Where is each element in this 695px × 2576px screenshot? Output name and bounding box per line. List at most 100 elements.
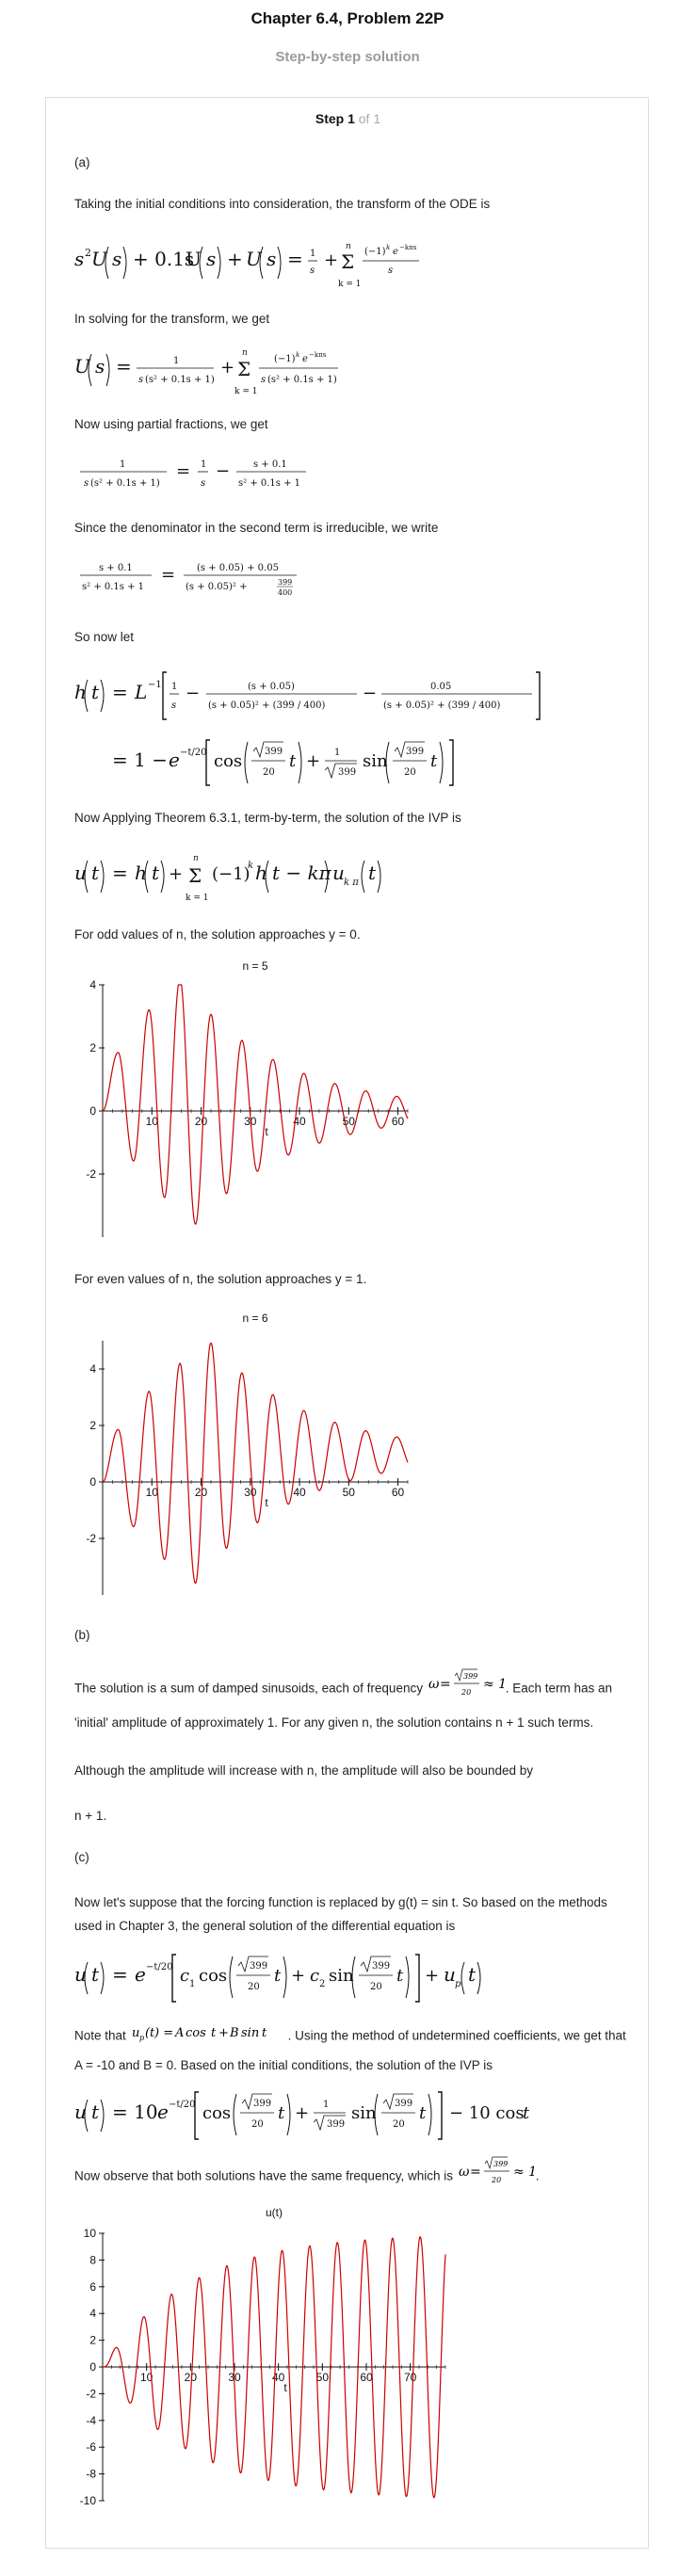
svg-text:u: u (444, 1963, 456, 1986)
svg-text:p: p (139, 2034, 144, 2042)
svg-text:20: 20 (370, 1982, 382, 1992)
svg-text:t: t (278, 2103, 285, 2123)
x-tick-label: 50 (343, 1486, 356, 1499)
svg-text:1: 1 (173, 356, 179, 366)
svg-text:−kπs: −kπs (309, 351, 327, 359)
svg-text:1: 1 (323, 2100, 329, 2110)
svg-text:=: = (287, 248, 303, 270)
svg-text:(s + 0.05): (s + 0.05) (248, 682, 295, 692)
svg-text:399: 399 (463, 1672, 477, 1681)
particular-solution-formula: u p ( t ) = A cos t + B sin t (132, 2021, 286, 2053)
paragraph-same-frequency: Now observe that both solutions have the… (74, 2156, 630, 2198)
x-tick-label: 30 (244, 1486, 257, 1499)
svg-text:s² + 0.1s + 1: s² + 0.1s + 1 (82, 582, 144, 592)
same-frequency-text-start: Now observe that both solutions have the… (74, 2168, 453, 2183)
svg-text:t: t (396, 1966, 404, 1986)
svg-text:+: + (218, 2026, 229, 2040)
part-c-label: (c) (74, 1850, 89, 1864)
step-label: Step 1 (315, 111, 355, 126)
svg-text:t: t (91, 861, 100, 884)
svg-text:20: 20 (251, 2119, 264, 2130)
svg-text:=: = (112, 1963, 128, 1986)
svg-text:t: t (91, 2101, 100, 2123)
x-tick-label: 60 (392, 1486, 405, 1499)
svg-text:20: 20 (248, 1982, 260, 1992)
svg-text:+: + (227, 248, 243, 270)
svg-text:s: s (388, 266, 393, 276)
equation-complete-square: s + 0.1 s² + 0.1s + 1 = (s + 0.05) + 0.0… (74, 542, 470, 612)
svg-text:ω: ω (459, 2165, 470, 2180)
svg-text:n: n (242, 348, 248, 358)
svg-text:399: 399 (338, 767, 356, 778)
svg-text:=: = (112, 861, 128, 884)
svg-text:t: t (430, 751, 438, 771)
svg-text:399: 399 (493, 2160, 508, 2168)
svg-text:sin: sin (241, 2026, 259, 2040)
x-tick-label: 70 (404, 2371, 417, 2384)
svg-text:s: s (112, 248, 121, 270)
svg-text:cos: cos (199, 1966, 227, 1986)
svg-text:399: 399 (253, 2099, 271, 2109)
svg-text:− 10 cos: − 10 cos (449, 2103, 525, 2123)
y-tick-label: 0 (89, 2360, 96, 2374)
svg-text:=: = (116, 355, 132, 378)
paragraph-even-n: For even values of n, the solution appro… (74, 1272, 367, 1286)
note-text-start: Note that (74, 2028, 126, 2043)
svg-text:p: p (455, 1979, 461, 1989)
note-text-end: . Using the method of undetermined coeff… (74, 2028, 626, 2072)
svg-text:+: + (169, 864, 183, 884)
svg-text:1: 1 (310, 249, 315, 259)
equation-u-of-s: U s = 1 s (s² + 0.1s + 1) + n Σ k = 1 (−… (74, 335, 470, 405)
equation-u-of-t-sum: u t = h t + n Σ k = 1 (−1) k h t − kπ u … (74, 842, 470, 913)
step-count: of 1 (358, 111, 381, 126)
svg-text:u: u (332, 861, 345, 884)
equation-partial-fractions: 1 s (s² + 0.1s + 1) = 1 s − s + 0.1 s² +… (74, 439, 470, 508)
svg-text:t: t (262, 2026, 267, 2040)
svg-text:Σ: Σ (341, 250, 354, 273)
svg-text:20: 20 (263, 767, 275, 778)
svg-text:t: t (274, 1966, 282, 1986)
svg-text:≈ 1: ≈ 1 (483, 1677, 504, 1692)
svg-text:t − kπ: t − kπ (272, 861, 332, 884)
svg-text:t: t (468, 1963, 477, 1986)
svg-text:=: = (176, 461, 190, 481)
equation-general-solution: u t = e −t/20 c 1 cos 399 20 t + c 2 sin… (74, 1943, 564, 2013)
svg-text:(s + 0.05)² + (399 / 400): (s + 0.05)² + (399 / 400) (383, 700, 500, 711)
svg-text:+: + (220, 358, 234, 378)
series-line (102, 1342, 409, 1585)
svg-text:s: s (201, 478, 205, 489)
x-tick-label: 10 (146, 1486, 159, 1499)
y-tick-label: -8 (86, 2468, 96, 2481)
svg-text:s: s (84, 478, 89, 489)
svg-text:(s + 0.05) + 0.05: (s + 0.05) + 0.05 (197, 563, 279, 573)
svg-text:Σ: Σ (188, 864, 202, 887)
paragraph-frequency: The solution is a sum of damped sinusoid… (74, 1668, 630, 1735)
svg-text:n: n (346, 242, 351, 251)
series-line (102, 984, 409, 1225)
svg-text:1: 1 (189, 1979, 195, 1989)
svg-text:20: 20 (393, 2119, 405, 2130)
svg-text:+: + (324, 250, 338, 270)
svg-text:cos: cos (186, 2026, 206, 2040)
chart-title: u(t) (266, 2206, 283, 2219)
svg-text:) =: ) = (154, 2026, 173, 2040)
svg-text:k: k (296, 351, 299, 359)
part-b-label: (b) (74, 1628, 90, 1642)
svg-text:B: B (229, 2026, 239, 2040)
svg-text:−t/20: −t/20 (169, 2100, 196, 2110)
svg-text:s: s (310, 266, 315, 276)
same-frequency-text-end: . (535, 2168, 540, 2183)
y-tick-label: 10 (84, 2227, 97, 2240)
svg-text:k = 1: k = 1 (234, 387, 257, 396)
svg-text:=: = (440, 1677, 451, 1692)
page-title: Chapter 6.4, Problem 22P (251, 9, 444, 27)
svg-text:k = 1: k = 1 (186, 894, 208, 903)
x-tick-label: 50 (316, 2371, 330, 2384)
frequency-text-end: . Each term has an 'initial' amplitude o… (74, 1681, 613, 1730)
svg-text:2: 2 (319, 1979, 325, 1989)
paragraph-amplitude: Although the amplitude will increase wit… (74, 1763, 534, 1778)
svg-text:399: 399 (278, 578, 292, 587)
svg-text:U: U (74, 355, 91, 378)
y-tick-label: 0 (89, 1475, 96, 1489)
